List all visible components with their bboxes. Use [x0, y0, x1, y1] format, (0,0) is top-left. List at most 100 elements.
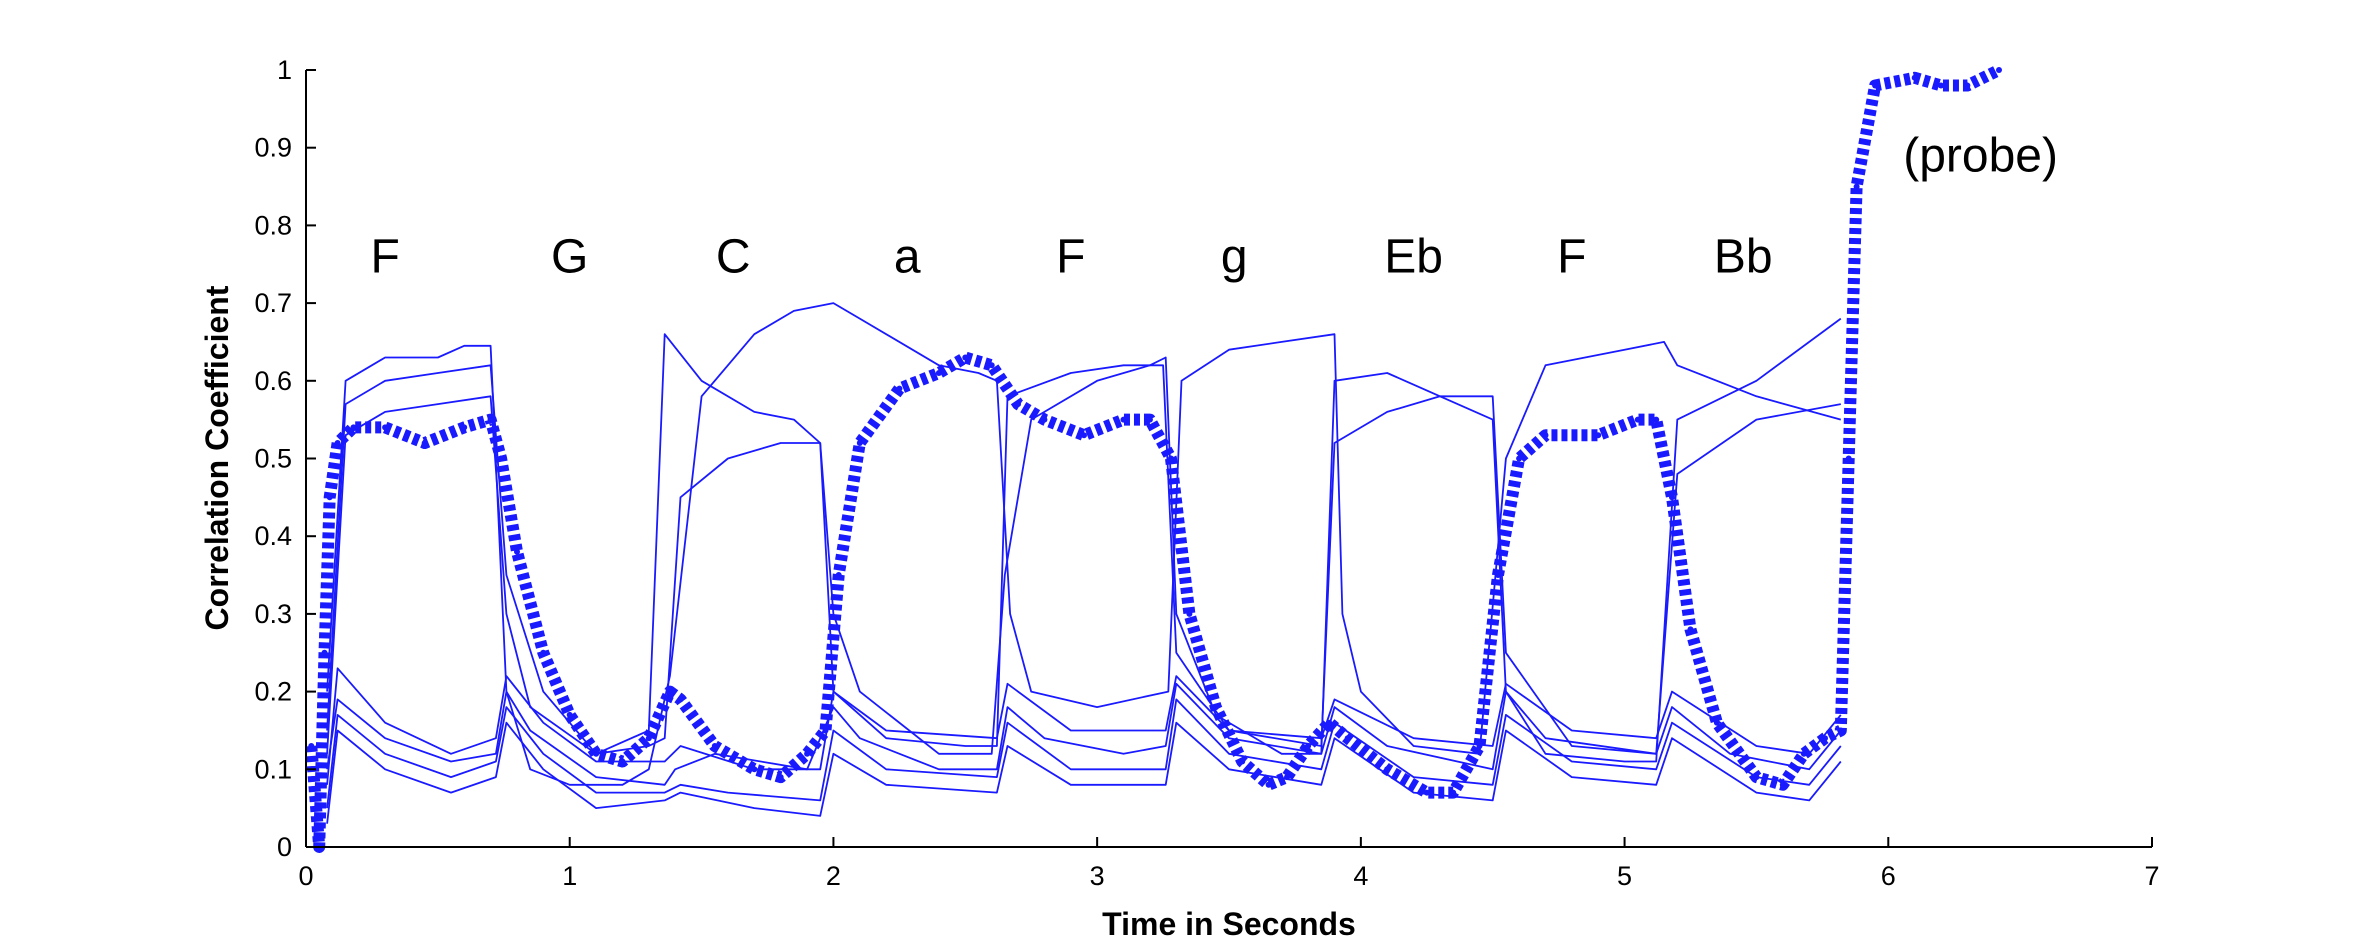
- probe-data-point: [1837, 727, 1844, 734]
- probe-data-point: [896, 385, 903, 392]
- probe-data-point: [1800, 750, 1807, 757]
- probe-data-point: [777, 774, 784, 781]
- probe-data-point: [1476, 743, 1483, 749]
- probe-data-point: [1516, 455, 1523, 462]
- probe-data-point: [1822, 735, 1828, 742]
- y-tick-label: 0.4: [254, 521, 292, 551]
- probe-data-point: [1450, 789, 1457, 796]
- probe-data-point: [751, 766, 758, 773]
- probe-data-point: [1423, 789, 1430, 796]
- probe-data-point: [1845, 455, 1852, 462]
- probe-data-point: [326, 494, 333, 501]
- chord-annotation: F: [370, 230, 399, 283]
- probe-data-point: [1872, 82, 1879, 89]
- chord-annotation: F: [1557, 230, 1586, 283]
- probe-data-point: [1687, 626, 1694, 633]
- probe-data-point: [487, 416, 494, 423]
- y-tick-label: 0.1: [254, 754, 292, 784]
- probe-data-point: [935, 370, 942, 376]
- probe-data-point: [835, 572, 842, 578]
- chord-annotation: Bb: [1714, 230, 1773, 283]
- x-tick-label: 7: [2144, 861, 2159, 891]
- probe-data-point: [334, 440, 341, 446]
- probe-data-point: [1120, 416, 1127, 423]
- probe-data-point: [1779, 781, 1786, 788]
- probe-data-point: [1344, 735, 1351, 742]
- probe-data-point: [619, 758, 626, 765]
- probe-data-point: [1634, 416, 1641, 423]
- chord-correlation-line-3: [326, 333, 1841, 755]
- chord-correlation-line-6: [326, 721, 1842, 824]
- probe-data-point: [593, 750, 600, 757]
- probe-data-point: [677, 696, 684, 703]
- chord-correlation-line-2: [326, 317, 1842, 763]
- chord-annotation: C: [716, 230, 751, 283]
- chord-correlation-line-5: [326, 698, 1842, 809]
- probe-data-point: [988, 362, 995, 369]
- y-tick-label: 1: [277, 55, 292, 85]
- probe-data-point: [1384, 766, 1391, 773]
- probe-data-point: [308, 743, 315, 749]
- chord-annotation: F: [1056, 230, 1085, 283]
- probe-data-point: [666, 688, 673, 695]
- chord-annotation: G: [551, 230, 588, 283]
- y-tick-label: 0: [277, 832, 292, 862]
- probe-data-point: [382, 424, 389, 431]
- chord-annotation: g: [1221, 230, 1248, 283]
- probe-data-point: [350, 424, 357, 431]
- probe-data-point: [1015, 401, 1021, 408]
- probe-data-point: [1938, 82, 1944, 89]
- probe-data-point: [856, 440, 863, 446]
- probe-data-point: [1669, 494, 1675, 501]
- chord-annotation: Eb: [1384, 230, 1443, 283]
- probe-data-point: [804, 750, 811, 757]
- probe-data-point: [822, 727, 829, 734]
- probe-data-point: [540, 649, 547, 656]
- probe-data-point: [1713, 719, 1720, 726]
- probe-data-point: [1595, 432, 1602, 439]
- y-tick-label: 0.2: [254, 677, 292, 707]
- probe-data-point: [1653, 416, 1660, 423]
- probe-data-point: [1186, 610, 1193, 617]
- x-tick-label: 4: [1353, 861, 1368, 891]
- probe-data-point: [1168, 455, 1174, 462]
- ticks-layer: 0 1 2 3 4 5 6 7 0 0.1 0.2 0.3 0.4 0.5 0.6 0.7 0.8 0.9 1: [254, 55, 2159, 891]
- probe-data-point: [421, 440, 428, 446]
- probe-data-point: [1853, 183, 1860, 190]
- probe-data-point: [1495, 572, 1501, 578]
- probe-data-point: [711, 743, 718, 749]
- probe-data-point: [645, 735, 652, 742]
- series-layer: [305, 64, 2002, 853]
- probe-data-point: [1265, 781, 1272, 788]
- y-axis-title: Correlation Coefficient: [199, 285, 235, 630]
- x-tick-label: 3: [1090, 861, 1105, 891]
- x-tick-label: 1: [562, 861, 577, 891]
- probe-data-point: [1284, 774, 1290, 781]
- probe-data-point: [1041, 416, 1048, 423]
- y-tick-label: 0.7: [254, 288, 292, 318]
- chord-annotation: (probe): [1903, 129, 2058, 182]
- probe-data-point: [1964, 82, 1971, 89]
- probe-data-point: [1911, 74, 1918, 81]
- x-tick-label: 2: [826, 861, 841, 891]
- probe-data-point: [321, 649, 328, 656]
- probe-data-point: [566, 711, 573, 718]
- probe-data-point: [1212, 704, 1219, 711]
- probe-data-point: [1146, 416, 1153, 423]
- probe-data-point: [514, 548, 520, 555]
- probe-data-point: [461, 424, 468, 431]
- probe-data-point: [1542, 432, 1549, 439]
- probe-data-point: [498, 455, 505, 462]
- chord-correlation-line-4: [326, 682, 1842, 786]
- x-axis-title: Time in Seconds: [1102, 906, 1356, 942]
- probe-data-point: [1753, 774, 1760, 781]
- probe-data-point: [1996, 67, 2002, 73]
- x-tick-label: 0: [298, 861, 313, 891]
- y-tick-label: 0.8: [254, 210, 292, 240]
- probe-data-point: [962, 354, 969, 361]
- chord-annotation: a: [894, 230, 921, 283]
- x-tick-label: 6: [1881, 861, 1896, 891]
- probe-data-point: [1305, 743, 1312, 749]
